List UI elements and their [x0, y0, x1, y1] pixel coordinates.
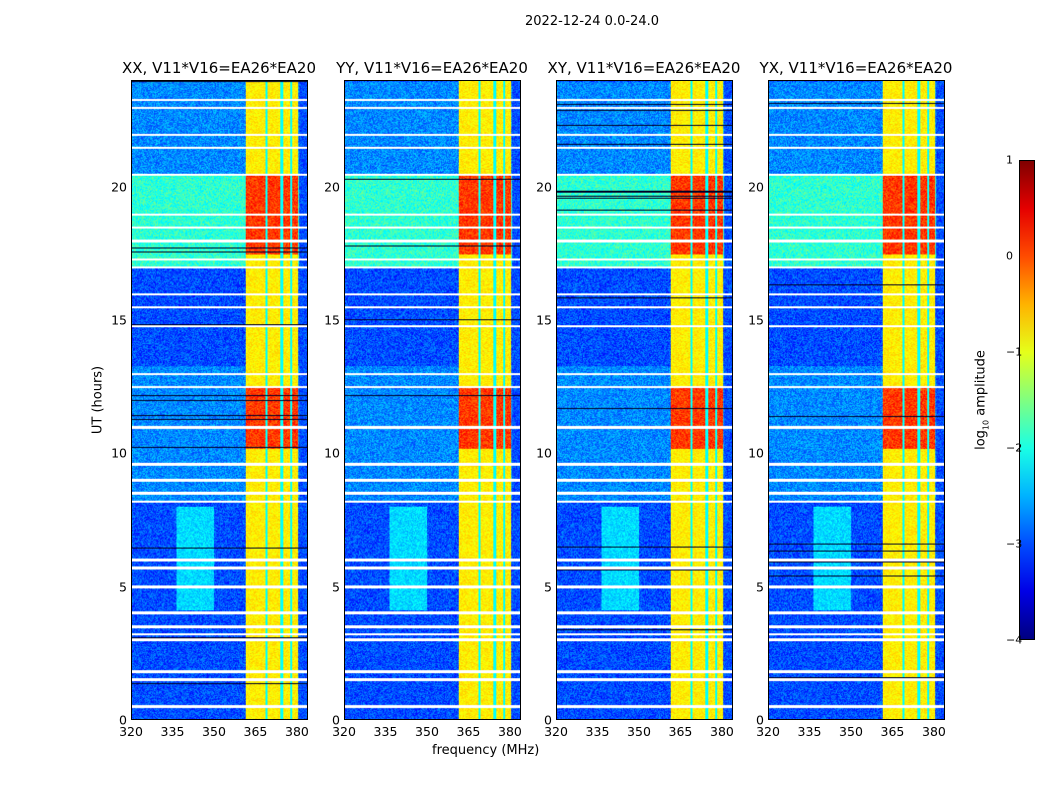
x-tick-label: 350 [627, 724, 651, 739]
colorbar-tick-label: 0 [1006, 249, 1013, 263]
x-tick-label: 350 [415, 724, 439, 739]
y-axis-label: UT (hours) [90, 365, 106, 435]
y-tick-label: 10 [324, 445, 340, 461]
y-tick-label: 10 [111, 445, 127, 461]
spectrogram-panel [556, 80, 733, 720]
y-tick-label: 20 [324, 179, 340, 195]
x-tick-label: 350 [839, 724, 863, 739]
colorbar-label: log10 amplitude [973, 350, 991, 450]
x-tick-label: 380 [710, 724, 734, 739]
x-tick-label: 320 [756, 724, 780, 739]
y-tick-label: 10 [748, 445, 764, 461]
spectrogram-panel [768, 80, 945, 720]
y-tick-label: 20 [536, 179, 552, 195]
panel-title: YX, V11*V16=EA26*EA20 [759, 59, 953, 77]
colorbar-tick-label: 1 [1006, 153, 1013, 167]
spectrogram-panel [131, 80, 308, 720]
y-tick-label: 5 [756, 579, 764, 595]
x-tick-label: 365 [880, 724, 905, 739]
x-tick-label: 365 [456, 724, 481, 739]
x-tick-label: 335 [797, 724, 822, 739]
x-tick-label: 380 [922, 724, 946, 739]
y-tick-label: 15 [748, 312, 764, 328]
x-tick-label: 380 [285, 724, 309, 739]
spectrogram-heatmap [345, 81, 520, 719]
y-tick-label: 0 [119, 712, 127, 728]
colorbar-tick-label: −1 [1006, 345, 1023, 359]
colorbar [1019, 160, 1035, 640]
colorbar-tick-label: −4 [1006, 633, 1023, 647]
x-axis-label: frequency (MHz) [432, 743, 540, 758]
spectrogram-heatmap [769, 81, 944, 719]
spectrogram-heatmap [132, 81, 307, 719]
y-tick-label: 5 [332, 579, 340, 595]
y-tick-label: 20 [748, 179, 764, 195]
panel-title: XY, V11*V16=EA26*EA20 [547, 59, 741, 77]
x-tick-label: 320 [332, 724, 356, 739]
y-tick-label: 15 [111, 312, 127, 328]
x-tick-label: 320 [119, 724, 143, 739]
x-tick-label: 335 [585, 724, 610, 739]
y-tick-label: 0 [756, 712, 764, 728]
x-tick-label: 335 [160, 724, 185, 739]
colorbar-tick-label: −2 [1006, 441, 1023, 455]
y-tick-label: 15 [536, 312, 552, 328]
x-tick-label: 335 [373, 724, 398, 739]
x-tick-label: 320 [544, 724, 568, 739]
y-tick-label: 0 [544, 712, 552, 728]
panel-title: XX, V11*V16=EA26*EA20 [121, 59, 317, 77]
x-tick-label: 365 [243, 724, 268, 739]
x-tick-label: 365 [668, 724, 693, 739]
spectrogram-heatmap [557, 81, 732, 719]
y-tick-label: 5 [544, 579, 552, 595]
figure-title: 2022-12-24 0.0-24.0 [525, 14, 659, 29]
spectrogram-panel [344, 80, 521, 720]
y-tick-label: 20 [111, 179, 127, 195]
x-tick-label: 380 [498, 724, 522, 739]
colorbar-tick-label: −3 [1006, 537, 1023, 551]
y-tick-label: 5 [119, 579, 127, 595]
y-tick-label: 0 [332, 712, 340, 728]
x-tick-label: 350 [202, 724, 226, 739]
y-tick-label: 10 [536, 445, 552, 461]
y-tick-label: 15 [324, 312, 340, 328]
panel-title: YY, V11*V16=EA26*EA20 [336, 59, 528, 77]
